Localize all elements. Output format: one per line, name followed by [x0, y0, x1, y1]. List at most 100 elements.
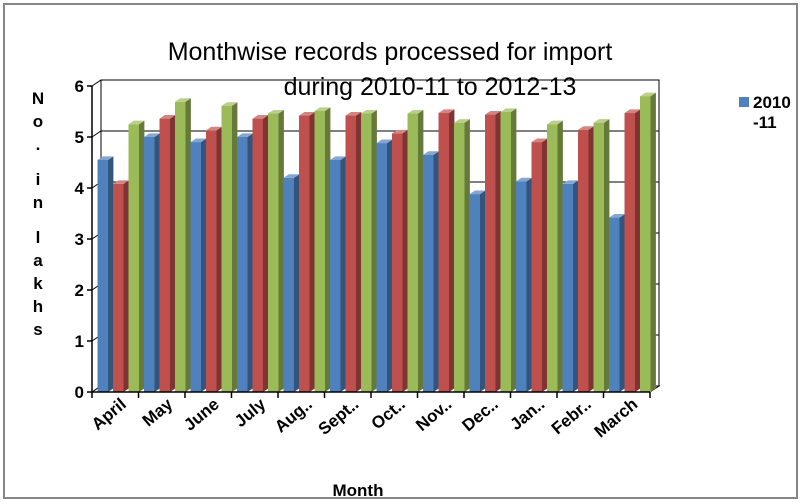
bar-side: [263, 115, 269, 392]
bar-side: [542, 138, 548, 392]
legend-swatch-2010-11: [739, 97, 749, 107]
bar-front: [407, 113, 418, 392]
bar-front: [376, 143, 387, 392]
x-tick-label: May: [139, 394, 177, 430]
bar-top: [128, 120, 145, 125]
chart-title-line1: Monthwise records processed for import: [168, 38, 613, 66]
y-tick-label: 2: [75, 281, 84, 300]
bar: [113, 180, 129, 392]
bar: [578, 126, 594, 393]
bar-side: [588, 126, 594, 392]
bar: [283, 174, 300, 392]
bar-front: [128, 124, 139, 392]
bar-front: [252, 118, 263, 392]
x-tick-label: Aug..: [271, 395, 316, 437]
bar-top: [252, 115, 269, 119]
bar: [376, 139, 393, 392]
bars-layer: [97, 92, 656, 393]
bar-side: [108, 156, 114, 392]
bar-top: [531, 138, 548, 143]
x-tick-label: March: [591, 395, 642, 442]
y-axis-title-char: h: [33, 297, 43, 316]
bar: [547, 120, 563, 393]
bar: [500, 108, 517, 392]
bar-side: [247, 133, 253, 392]
bar-front: [485, 114, 496, 392]
bar: [268, 109, 284, 392]
bar-top: [609, 213, 625, 218]
bar-front: [392, 133, 403, 392]
bar: [144, 133, 160, 392]
bar-front: [159, 118, 170, 392]
x-tick-label: Nov..: [412, 395, 455, 435]
bar-top: [423, 151, 439, 155]
bar-top: [314, 107, 331, 111]
bar: [609, 213, 625, 392]
bar-front: [113, 183, 124, 392]
y-tick-label: 3: [75, 230, 84, 249]
y-tick-label: 0: [75, 383, 84, 402]
y-axis-title-char: N: [32, 89, 44, 108]
x-axis-title: Month: [333, 481, 384, 500]
bar-front: [221, 105, 232, 392]
bar: [624, 109, 641, 393]
bar: [407, 109, 424, 392]
bar-front: [299, 115, 310, 392]
y-tick-label: 6: [75, 77, 84, 96]
bar-front: [330, 159, 341, 392]
bar-side: [325, 107, 331, 392]
bar-front: [314, 110, 325, 393]
bar: [361, 109, 377, 392]
bar-front: [578, 129, 589, 393]
bar-side: [294, 174, 300, 392]
legend-label-line2: -11: [753, 113, 777, 132]
bar-side: [154, 133, 160, 392]
bar: [97, 156, 114, 392]
bar-top: [361, 109, 377, 114]
bar-front: [640, 96, 651, 392]
bar-top: [268, 109, 284, 114]
bar-front: [624, 113, 635, 392]
x-tick-label: Oct..: [368, 395, 409, 434]
bar-side: [604, 119, 610, 393]
y-tick-label: 5: [75, 128, 84, 147]
bar: [392, 129, 408, 392]
x-tick-label: Jan..: [506, 395, 548, 434]
bar: [562, 180, 579, 392]
bar-top: [97, 156, 114, 160]
x-tick-label: Dec..: [458, 395, 501, 436]
x-tick-label: April: [88, 395, 130, 434]
chart-title-line2: during 2010-11 to 2012-13: [284, 73, 577, 101]
bar: [531, 138, 548, 392]
bar-front: [361, 113, 372, 392]
bar-side: [309, 111, 315, 392]
bar-top: [175, 98, 191, 102]
bar: [128, 120, 145, 393]
bar-top: [547, 120, 563, 125]
legend: 2010 -11: [739, 93, 791, 132]
bar-front: [500, 112, 511, 392]
bar: [175, 98, 191, 393]
bar: [454, 119, 470, 393]
bar-front: [516, 181, 527, 392]
bar-top: [392, 129, 408, 134]
gridline: [91, 79, 659, 87]
y-axis-title-char: l: [36, 228, 41, 247]
bar-side: [464, 119, 470, 393]
bar-front: [454, 122, 465, 392]
bar-top: [624, 109, 641, 114]
bar-front: [268, 113, 279, 392]
bar-front: [237, 137, 248, 392]
bar-front: [531, 142, 542, 392]
bar-front: [609, 217, 620, 392]
bar-side: [123, 180, 129, 392]
bar: [485, 110, 501, 393]
gridline: [91, 130, 659, 138]
bar-side: [340, 156, 346, 392]
bar-front: [283, 177, 294, 392]
y-axis-title-char: i: [36, 170, 41, 189]
bar-top: [640, 92, 656, 97]
bar-top: [376, 139, 393, 144]
bar-front: [562, 183, 573, 392]
bar: [206, 126, 222, 393]
